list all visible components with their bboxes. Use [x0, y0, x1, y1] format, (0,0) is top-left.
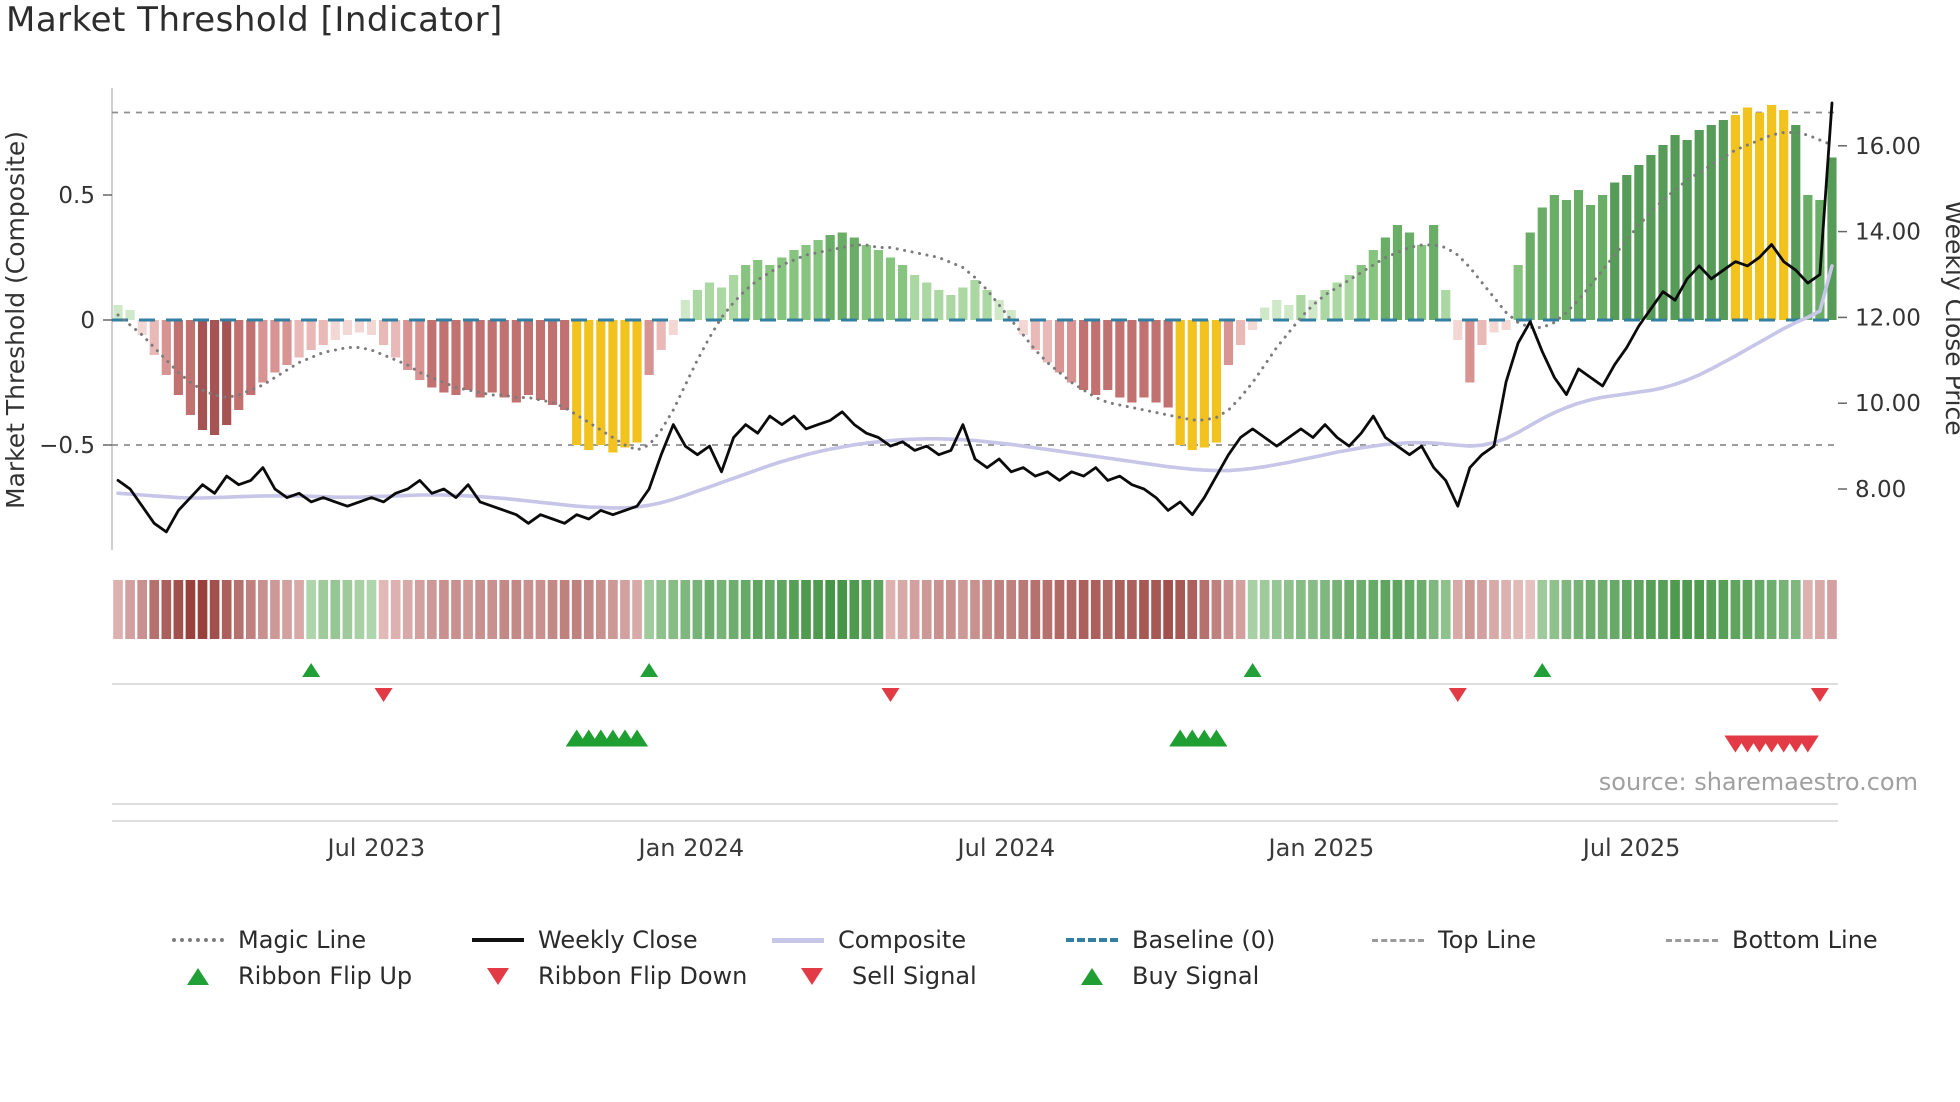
svg-text:−0.5: −0.5: [39, 433, 95, 459]
legend-item-top-line: Top Line: [1372, 926, 1536, 954]
svg-text:Jan 2024: Jan 2024: [637, 834, 745, 862]
svg-text:8.00: 8.00: [1855, 477, 1906, 503]
legend-label: Top Line: [1438, 926, 1537, 954]
legend-item-sell-signal: Sell Signal: [786, 962, 977, 990]
legend-item-ribbon-flip-down: Ribbon Flip Down: [472, 962, 747, 990]
svg-text:Jul 2024: Jul 2024: [956, 834, 1056, 862]
buy-signal-icon: [1081, 967, 1103, 985]
ribbon-flip-down-icon: [487, 967, 509, 985]
bottom-line-sample-icon: [1666, 938, 1718, 942]
legend-item-bottom-line: Bottom Line: [1666, 926, 1878, 954]
indicator-chart: Market Threshold (Composite) Weekly Clos…: [1, 88, 1960, 862]
legend-label: Magic Line: [238, 926, 367, 954]
legend-label: Sell Signal: [852, 962, 977, 990]
svg-text:0.5: 0.5: [58, 183, 95, 209]
magic-line-sample-icon: [172, 938, 224, 942]
svg-text:14.00: 14.00: [1855, 220, 1921, 246]
svg-text:0: 0: [80, 308, 95, 334]
legend-item-composite: Composite: [772, 926, 966, 954]
svg-text:Jan 2025: Jan 2025: [1267, 834, 1375, 862]
legend-label: Weekly Close: [538, 926, 698, 954]
legend-label: Buy Signal: [1132, 962, 1260, 990]
ribbon-flip-up-icon: [187, 967, 209, 985]
sell-signal-icon: [801, 967, 823, 985]
baseline-sample-icon: [1066, 938, 1118, 942]
legend-label: Ribbon Flip Up: [238, 962, 413, 990]
svg-text:12.00: 12.00: [1855, 305, 1921, 331]
legend-label: Baseline (0): [1132, 926, 1276, 954]
svg-text:Jul 2025: Jul 2025: [1581, 834, 1681, 862]
svg-text:10.00: 10.00: [1855, 391, 1921, 417]
legend-label: Ribbon Flip Down: [538, 962, 748, 990]
legend-item-ribbon-flip-up: Ribbon Flip Up: [172, 962, 412, 990]
weekly-close-sample-icon: [472, 938, 524, 942]
page-title: Market Threshold [Indicator]: [6, 0, 503, 40]
right-axis-title: Weekly Close Price: [1940, 200, 1960, 435]
legend-item-weekly-close: Weekly Close: [472, 926, 698, 954]
legend-item-magic-line: Magic Line: [172, 926, 366, 954]
svg-text:16.00: 16.00: [1855, 134, 1921, 160]
legend-label: Composite: [838, 926, 967, 954]
legend-label: Bottom Line: [1732, 926, 1878, 954]
left-axis-title: Market Threshold (Composite): [1, 131, 30, 509]
legend-item-buy-signal: Buy Signal: [1066, 962, 1259, 990]
composite-sample-icon: [772, 937, 824, 943]
source-text: source: sharemaestro.com: [1599, 768, 1918, 796]
legend-item-baseline: Baseline (0): [1066, 926, 1275, 954]
top-line-sample-icon: [1372, 938, 1424, 942]
svg-text:Jul 2023: Jul 2023: [325, 834, 425, 862]
